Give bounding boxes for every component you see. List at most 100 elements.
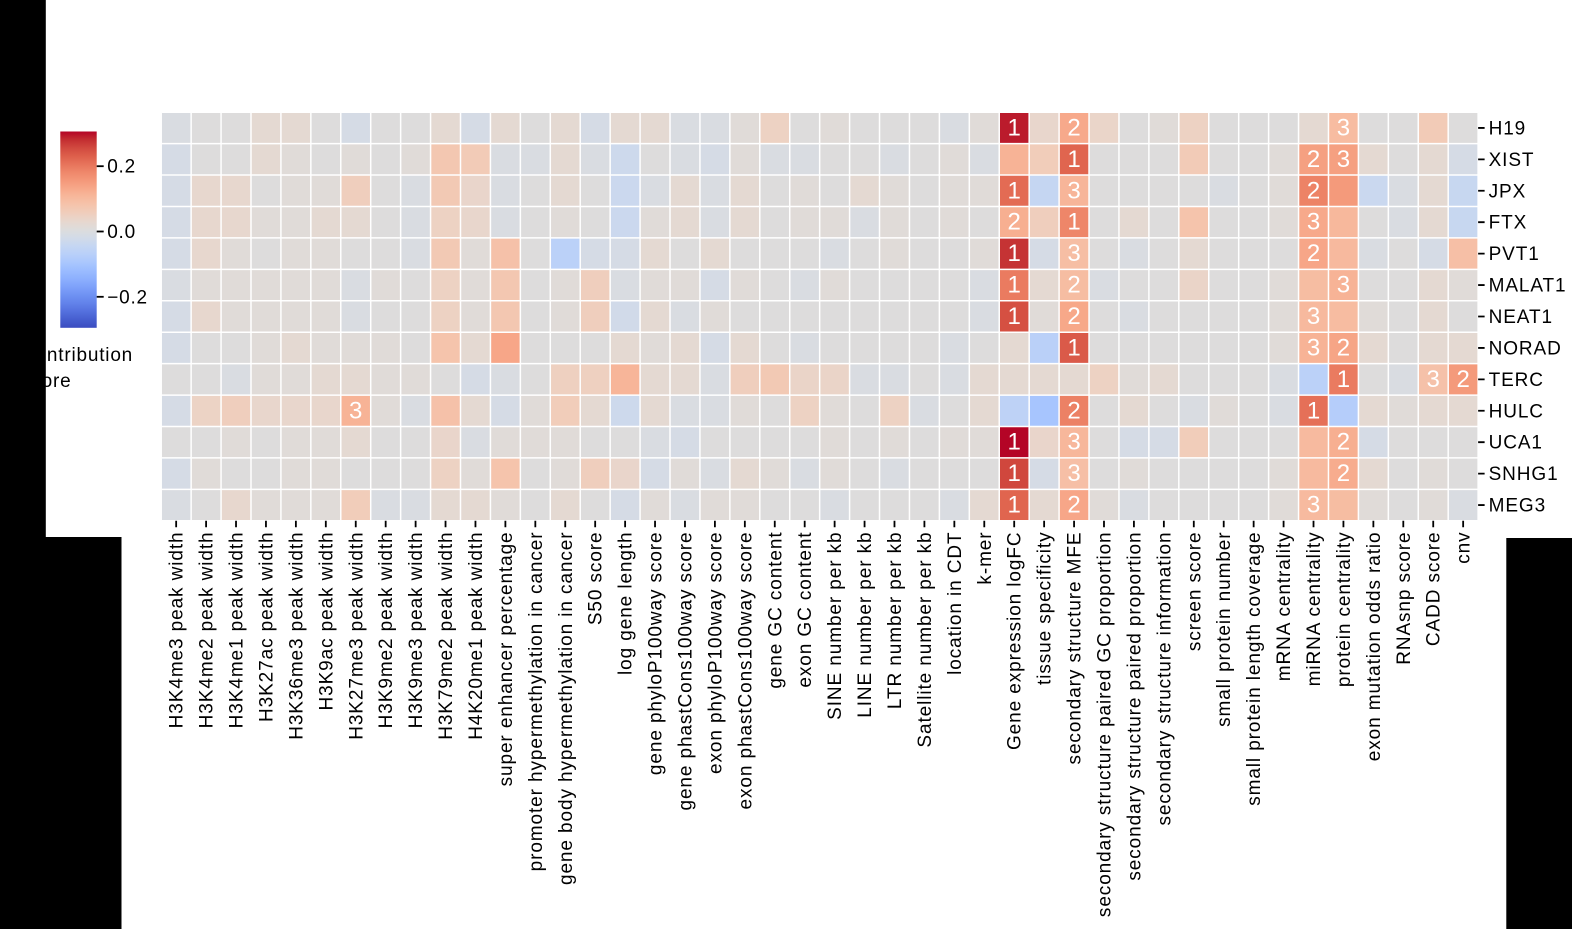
- svg-text:H3K4me1 peak width: H3K4me1 peak width: [227, 532, 248, 729]
- svg-text:3: 3: [1307, 492, 1320, 519]
- svg-text:promoter hypermethylation in c: promoter hypermethylation in cancer: [526, 532, 547, 872]
- svg-text:3: 3: [1067, 177, 1080, 204]
- svg-text:2: 2: [1337, 334, 1350, 361]
- svg-text:2: 2: [1067, 397, 1080, 424]
- svg-text:3: 3: [1067, 240, 1080, 267]
- svg-text:2: 2: [1067, 303, 1080, 330]
- svg-text:H3K79me2 peak width: H3K79me2 peak width: [436, 532, 457, 740]
- svg-text:NEAT1: NEAT1: [1489, 307, 1553, 328]
- svg-text:3: 3: [1307, 334, 1320, 361]
- svg-text:FTX: FTX: [1489, 213, 1528, 234]
- svg-text:0.2: 0.2: [107, 157, 136, 178]
- svg-text:3: 3: [1337, 272, 1350, 299]
- svg-text:2: 2: [1457, 366, 1470, 393]
- svg-text:1: 1: [1337, 366, 1350, 393]
- svg-text:1: 1: [1008, 177, 1021, 204]
- svg-text:cnv: cnv: [1454, 532, 1475, 564]
- svg-text:1: 1: [1067, 146, 1080, 173]
- svg-text:1: 1: [1008, 240, 1021, 267]
- svg-text:secondary structure MFE: secondary structure MFE: [1065, 532, 1086, 765]
- svg-text:1: 1: [1008, 492, 1021, 519]
- svg-text:2: 2: [1008, 209, 1021, 236]
- svg-text:screen score: screen score: [1184, 532, 1205, 652]
- svg-text:exon mutation odds ratio: exon mutation odds ratio: [1364, 532, 1385, 762]
- svg-text:H3K27me3 peak width: H3K27me3 peak width: [346, 532, 367, 740]
- svg-text:protein centrality: protein centrality: [1334, 532, 1355, 688]
- svg-text:XIST: XIST: [1489, 150, 1535, 171]
- svg-text:LINE number per kb: LINE number per kb: [855, 532, 876, 718]
- svg-text:H3K9me3 peak width: H3K9me3 peak width: [406, 532, 427, 729]
- svg-text:gene GC content: gene GC content: [765, 532, 786, 689]
- svg-text:secondary structure informatio: secondary structure information: [1154, 532, 1175, 826]
- svg-text:RNAsnp score: RNAsnp score: [1394, 532, 1415, 665]
- svg-text:secondary structure paired pro: secondary structure paired proportion: [1124, 532, 1145, 881]
- svg-text:PVT1: PVT1: [1489, 244, 1540, 265]
- svg-text:1: 1: [1008, 460, 1021, 487]
- svg-text:H4K20me1 peak width: H4K20me1 peak width: [466, 532, 487, 740]
- svg-text:tissue specificity: tissue specificity: [1035, 532, 1056, 685]
- svg-text:miRNA centrality: miRNA centrality: [1304, 532, 1325, 687]
- svg-text:3: 3: [349, 397, 362, 424]
- svg-text:H19: H19: [1489, 118, 1527, 139]
- svg-text:small protein number: small protein number: [1214, 532, 1235, 727]
- svg-text:0.0: 0.0: [107, 222, 136, 243]
- svg-text:1: 1: [1067, 209, 1080, 236]
- svg-text:1: 1: [1008, 272, 1021, 299]
- svg-text:H3K36me3 peak width: H3K36me3 peak width: [286, 532, 307, 740]
- svg-text:LTR number per kb: LTR number per kb: [885, 532, 906, 710]
- svg-text:TERC: TERC: [1489, 370, 1544, 391]
- svg-text:JPX: JPX: [1489, 181, 1527, 202]
- svg-text:3: 3: [1067, 429, 1080, 456]
- svg-text:Satellite number per kb: Satellite number per kb: [915, 532, 936, 748]
- svg-text:S50 score: S50 score: [586, 532, 607, 626]
- svg-text:log gene length: log gene length: [616, 532, 637, 675]
- svg-text:mRNA centrality: mRNA centrality: [1274, 532, 1295, 682]
- svg-text:H3K27ac peak width: H3K27ac peak width: [256, 532, 277, 722]
- svg-text:2: 2: [1067, 272, 1080, 299]
- svg-text:MEG3: MEG3: [1489, 496, 1546, 517]
- svg-text:1: 1: [1008, 114, 1021, 141]
- svg-text:secondary structure paired GC: secondary structure paired GC proportion: [1094, 532, 1115, 918]
- svg-text:gene body hypermethylation in: gene body hypermethylation in cancer: [556, 532, 577, 886]
- svg-text:SNHG1: SNHG1: [1489, 464, 1559, 485]
- svg-text:1: 1: [1008, 429, 1021, 456]
- svg-text:HULC: HULC: [1489, 401, 1544, 422]
- svg-text:H3K9ac peak width: H3K9ac peak width: [316, 532, 337, 711]
- svg-text:Gene expression logFC: Gene expression logFC: [1005, 532, 1026, 751]
- svg-text:2: 2: [1067, 114, 1080, 141]
- svg-text:SINE number per kb: SINE number per kb: [825, 532, 846, 720]
- svg-text:3: 3: [1337, 114, 1350, 141]
- svg-text:3: 3: [1337, 146, 1350, 173]
- svg-text:2: 2: [1337, 460, 1350, 487]
- svg-text:2: 2: [1307, 146, 1320, 173]
- svg-text:3: 3: [1307, 303, 1320, 330]
- svg-text:NORAD: NORAD: [1489, 338, 1562, 359]
- svg-text:exon phyloP100way score: exon phyloP100way score: [705, 532, 726, 775]
- svg-text:3: 3: [1307, 209, 1320, 236]
- svg-text:k-mer: k-mer: [975, 532, 996, 585]
- svg-text:3: 3: [1427, 366, 1440, 393]
- svg-text:1: 1: [1067, 334, 1080, 361]
- svg-text:Contribution: Contribution: [21, 345, 133, 366]
- svg-text:CADD score: CADD score: [1424, 532, 1445, 647]
- svg-text:3: 3: [1067, 460, 1080, 487]
- svg-text:H3K9me2 peak width: H3K9me2 peak width: [376, 532, 397, 729]
- svg-text:2: 2: [1067, 492, 1080, 519]
- svg-text:exon phastCons100way score: exon phastCons100way score: [735, 532, 756, 810]
- svg-text:1: 1: [1307, 397, 1320, 424]
- svg-text:H3K4me3 peak width: H3K4me3 peak width: [167, 532, 188, 729]
- svg-text:super enhancer percentage: super enhancer percentage: [496, 532, 517, 787]
- svg-text:1: 1: [1008, 303, 1021, 330]
- svg-text:H3K4me2 peak width: H3K4me2 peak width: [197, 532, 218, 729]
- svg-text:2: 2: [1307, 177, 1320, 204]
- svg-text:location in CDT: location in CDT: [945, 532, 966, 675]
- svg-text:−0.2: −0.2: [107, 287, 148, 308]
- svg-text:2: 2: [1337, 429, 1350, 456]
- svg-text:gene phastCons100way score: gene phastCons100way score: [675, 532, 696, 811]
- svg-text:exon GC content: exon GC content: [795, 532, 816, 688]
- svg-text:UCA1: UCA1: [1489, 433, 1543, 454]
- svg-text:small protein length coverage: small protein length coverage: [1244, 532, 1265, 806]
- svg-text:MALAT1: MALAT1: [1489, 276, 1567, 297]
- svg-text:gene phyloP100way score: gene phyloP100way score: [646, 532, 667, 776]
- svg-text:2: 2: [1307, 240, 1320, 267]
